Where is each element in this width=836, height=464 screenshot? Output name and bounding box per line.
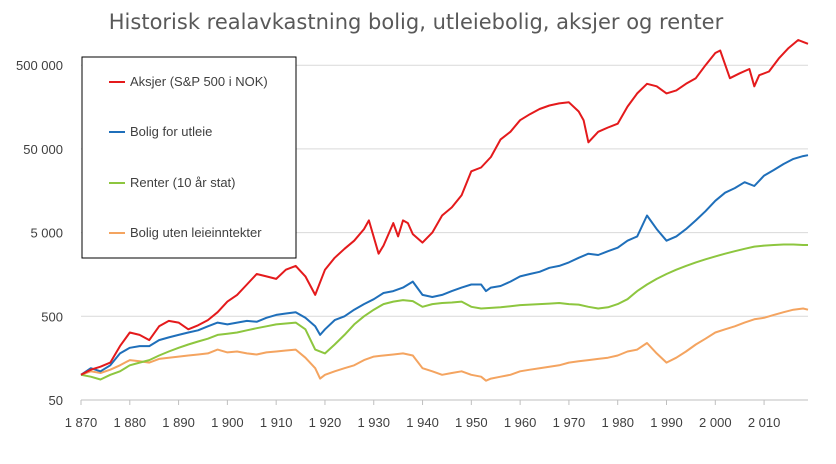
y-tick-label: 50: [49, 393, 63, 408]
legend: Aksjer (S&P 500 i NOK) Bolig for utleie …: [81, 56, 297, 259]
x-tick-label: 1 970: [553, 415, 586, 430]
y-tick-label: 500 000: [16, 58, 63, 73]
x-tick-label: 1 950: [455, 415, 488, 430]
legend-label-renter: Renter (10 år stat): [130, 175, 236, 190]
y-tick-label: 500: [41, 309, 63, 324]
chart-title: Historisk realavkastning bolig, utleiebo…: [109, 10, 724, 34]
series-line-2: [80, 243, 808, 381]
series-line-0: [80, 39, 809, 376]
x-tick-label: 1 990: [650, 415, 683, 430]
x-tick-label: 1 930: [357, 415, 390, 430]
y-tick-label: 5 000: [30, 226, 63, 241]
x-tick-label: 1 910: [260, 415, 293, 430]
x-tick-label: 1 870: [65, 415, 98, 430]
x-tick-label: 1 940: [406, 415, 439, 430]
legend-label-aksjer: Aksjer (S&P 500 i NOK): [130, 74, 268, 89]
series-line-3: [80, 307, 809, 382]
x-tick-label: 1 980: [601, 415, 634, 430]
x-tick-label: 2 010: [748, 415, 781, 430]
x-tick-label: 1 920: [309, 415, 342, 430]
series-line-1: [80, 154, 809, 376]
legend-label-bolig-utleie: Bolig for utleie: [130, 124, 212, 139]
series-lines: [80, 39, 809, 382]
x-tick-label: 1 890: [162, 415, 195, 430]
x-tick-label: 1 960: [504, 415, 537, 430]
legend-box: [81, 56, 297, 259]
y-tick-label: 50 000: [23, 142, 63, 157]
x-tick-label: 1 880: [114, 415, 147, 430]
legend-label-bolig-uten: Bolig uten leieinntekter: [130, 225, 262, 240]
axes: 50 500 5 000 50 000 500 000 1 870 1 880 1 890 1 …: [16, 58, 808, 430]
x-tick-label: 1 900: [211, 415, 244, 430]
x-tick-label: 2 000: [699, 415, 732, 430]
